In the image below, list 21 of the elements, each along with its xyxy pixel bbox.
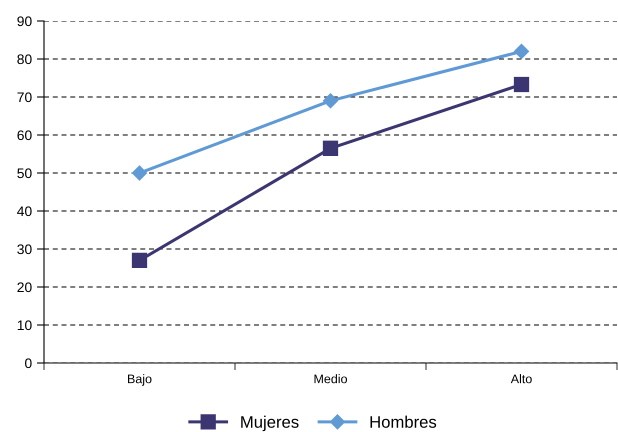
point [322, 140, 338, 156]
y-tick-label: 70 [17, 92, 32, 102]
point [514, 76, 530, 92]
point [132, 252, 148, 268]
x-tick-label: Alto [510, 374, 532, 384]
y-tick-label: 30 [17, 244, 32, 254]
point [514, 44, 530, 59]
legend-label: Hombres [370, 416, 436, 428]
y-tick-label: 90 [17, 16, 32, 26]
y-tick-label: 60 [17, 130, 32, 140]
point [132, 165, 148, 181]
y-tick-label: 80 [17, 54, 32, 64]
y-tick-label: 20 [17, 282, 32, 292]
x-tick-label: Bajo [128, 374, 152, 386]
point [322, 93, 338, 108]
y-tick-label: 0 [25, 358, 32, 368]
y-tick-label: 40 [17, 206, 32, 216]
y-tick-label: 10 [18, 320, 32, 330]
x-tick-label: Medio [314, 374, 347, 384]
legend-label: Mujeres [241, 416, 299, 432]
y-tick-label: 50 [17, 168, 32, 178]
